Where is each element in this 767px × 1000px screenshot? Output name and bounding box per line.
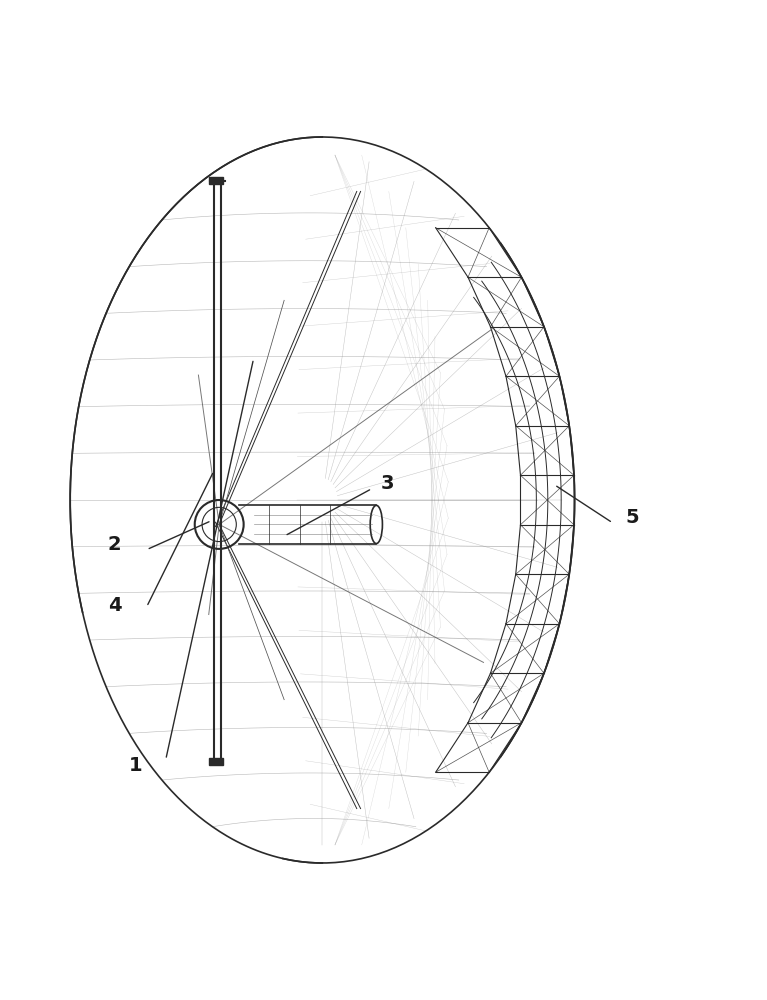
Text: 4: 4 xyxy=(107,596,121,615)
Text: 3: 3 xyxy=(380,474,394,493)
Bar xyxy=(209,758,223,765)
Text: 2: 2 xyxy=(107,535,121,554)
Text: 5: 5 xyxy=(625,508,639,527)
Text: 1: 1 xyxy=(128,756,142,775)
Bar xyxy=(209,177,223,184)
